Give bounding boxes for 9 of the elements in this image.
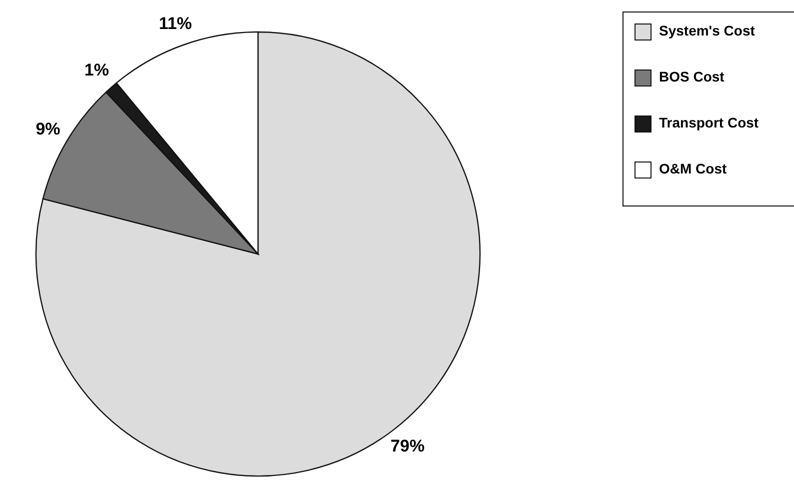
- data-label: 9%: [36, 119, 60, 138]
- legend-label: O&M Cost: [659, 160, 727, 177]
- legend-label: BOS Cost: [659, 68, 725, 85]
- pie-slice: [35, 31, 480, 476]
- data-label: 1%: [84, 60, 109, 80]
- data-label: 11%: [158, 14, 192, 33]
- legend-label: System's Cost: [659, 22, 756, 39]
- data-label: 79%: [390, 436, 425, 456]
- legend-label: Transport Cost: [659, 114, 759, 131]
